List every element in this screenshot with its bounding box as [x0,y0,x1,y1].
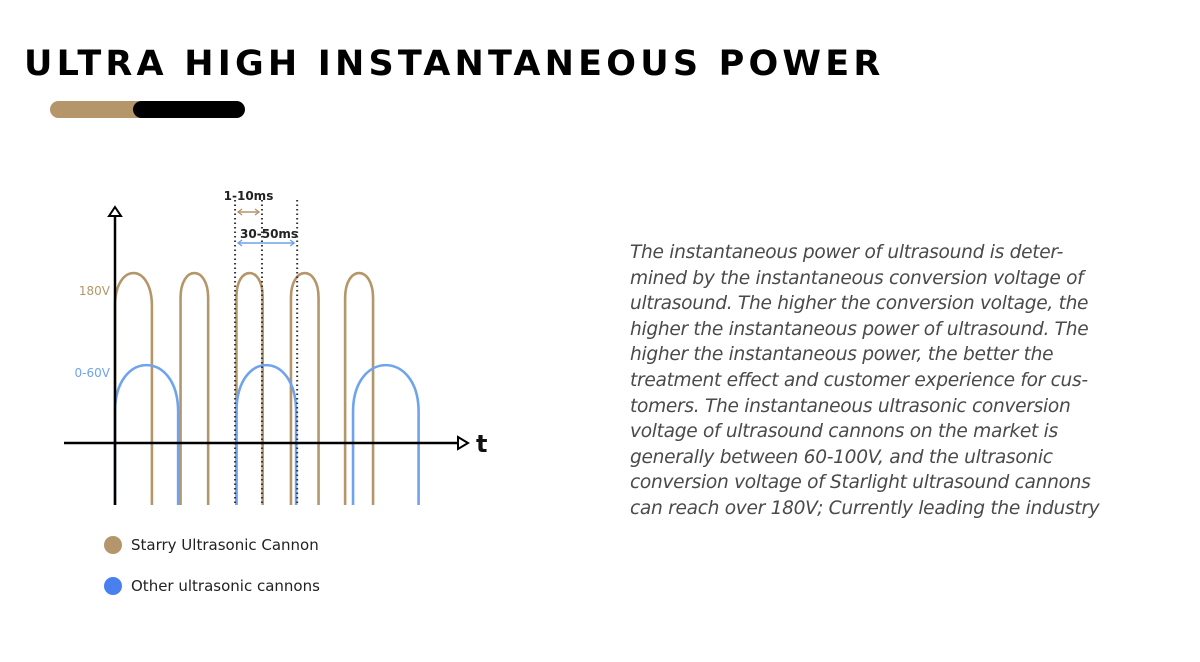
description-paragraph: The instantaneous power of ultrasound is… [630,240,1170,522]
gold-pulse [289,271,320,505]
paragraph-line: mined by the instantaneous conversion vo… [630,267,1084,289]
span-label: 1-10ms [224,189,274,203]
paragraph-line: higher the instantaneous power, the bett… [630,344,1054,366]
arrowhead-icon [236,239,296,247]
legend-swatch-gold [104,536,122,554]
x-axis-arrow-icon [457,435,470,451]
x-axis-label: t [476,430,487,458]
legend-label: Other ultrasonic cannons [131,577,320,595]
title-underline-black [133,101,245,118]
paragraph-line: tomers. The instantaneous ultrasonic con… [630,395,1071,417]
span-label: 30-50ms [240,227,298,241]
legend-swatch-blue [104,577,122,595]
paragraph-line: higher the instantaneous power of ultras… [630,318,1089,340]
blue-pulse [113,363,180,505]
paragraph-line: generally between 60-100V, and the ultra… [630,446,1053,468]
gold-pulse [235,271,264,505]
gold-pulse [343,271,375,505]
title-underline-gold [50,101,150,118]
arrowhead-icon [236,208,261,216]
legend-item-other: Other ultrasonic cannons [104,577,320,595]
y-tick-label: 0-60V [75,366,111,380]
paragraph-line: conversion voltage of Starlight ultrasou… [630,472,1091,494]
legend-label: Starry Ultrasonic Cannon [131,536,319,554]
paragraph-line: can reach over 180V; Currently leading t… [630,497,1100,519]
paragraph-line: ultrasound. The higher the conversion vo… [630,293,1089,315]
paragraph-line: voltage of ultrasound cannons on the mar… [630,421,1058,443]
legend-item-starry: Starry Ultrasonic Cannon [104,536,319,554]
gold-pulse [179,271,210,505]
blue-pulse [235,363,298,505]
blue-pulse [351,363,420,505]
paragraph-line: treatment effect and customer experience… [630,369,1088,391]
page-title: ULTRA HIGH INSTANTANEOUS POWER [24,44,885,84]
y-tick-label: 180V [79,284,111,298]
gold-pulse [113,271,154,505]
paragraph-line: The instantaneous power of ultrasound is… [630,242,1064,263]
y-axis-arrow-icon [107,205,123,217]
